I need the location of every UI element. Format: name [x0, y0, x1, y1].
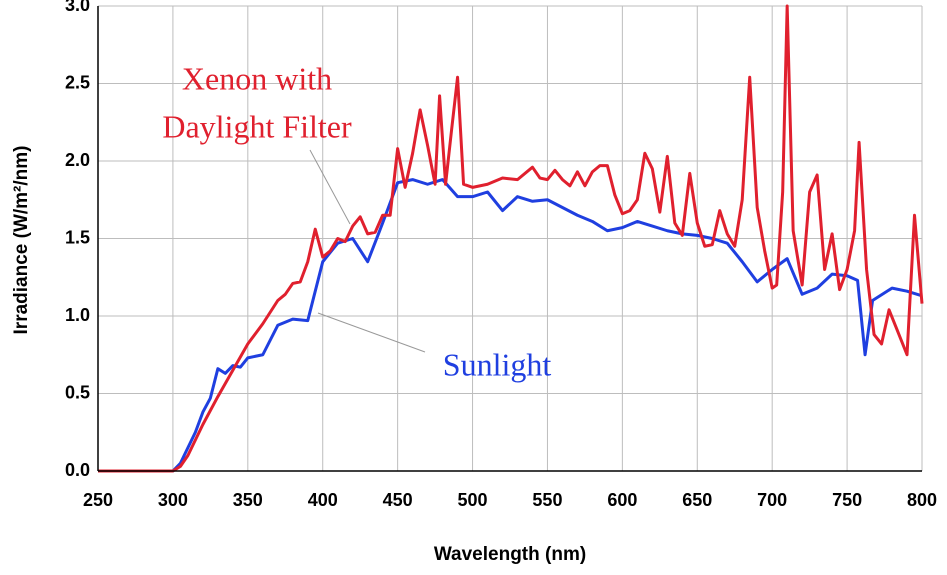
y-tick-label: 2.0	[65, 150, 90, 170]
annotation: Daylight Filter	[162, 108, 352, 144]
annotation: Xenon with	[182, 60, 332, 96]
x-tick-label: 400	[308, 490, 338, 510]
leader-line	[317, 312, 426, 353]
x-tick-label: 250	[83, 490, 113, 510]
y-tick-label: 1.0	[65, 305, 90, 325]
x-tick-label: 600	[607, 490, 637, 510]
y-axis-title: Irradiance (W/m²/nm)	[11, 146, 32, 335]
x-tick-label: 500	[458, 490, 488, 510]
leader-line	[309, 149, 351, 225]
x-tick-label: 550	[532, 490, 562, 510]
x-tick-label: 450	[383, 490, 413, 510]
y-tick-label: 1.5	[65, 227, 90, 247]
x-tick-label: 800	[907, 490, 937, 510]
y-tick-label: 0.0	[65, 460, 90, 480]
lines	[98, 4, 924, 473]
x-axis-title: Wavelength (nm)	[434, 544, 586, 565]
y-tick-label: 3.0	[65, 0, 90, 15]
series-line	[98, 4, 924, 473]
annotation: Sunlight	[443, 346, 552, 382]
y-tick-label: 2.5	[65, 72, 90, 92]
x-tick-label: 350	[233, 490, 263, 510]
x-tick-label: 300	[158, 490, 188, 510]
series-line	[98, 178, 923, 473]
y-tick-label: 0.5	[65, 382, 90, 402]
x-tick-label: 650	[682, 490, 712, 510]
x-tick-label: 750	[832, 490, 862, 510]
x-tick-label: 700	[757, 490, 787, 510]
